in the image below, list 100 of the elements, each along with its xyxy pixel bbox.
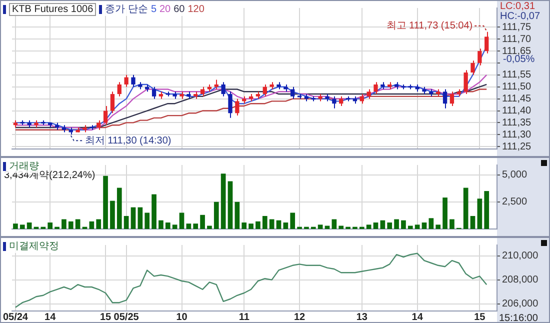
x-tick-label: 14: [412, 312, 424, 323]
bar: [220, 174, 226, 229]
bar: [422, 222, 427, 229]
legend-title: 종가 단순: [105, 3, 148, 16]
candlestick: [103, 105, 108, 126]
y-tick-label: 111,35: [502, 117, 532, 128]
bar: [228, 181, 233, 229]
bar: [103, 176, 108, 229]
bar: [193, 224, 198, 229]
candlestick: [117, 82, 122, 97]
bar: [214, 202, 219, 229]
y-tick-label: 111,50: [502, 82, 532, 93]
y-tick-label: 111,30: [502, 129, 532, 140]
y-tick-label: 111,75: [502, 22, 532, 33]
bar: [477, 198, 482, 229]
y-tick-label: 111,55: [502, 70, 532, 81]
bar: [428, 218, 434, 229]
bar: [408, 226, 413, 229]
y-tick-label: 111,45: [502, 94, 532, 105]
y-tick-label: 210,000: [502, 250, 539, 262]
bar: [179, 212, 184, 229]
x-tick-label: 11: [238, 312, 250, 323]
bar: [484, 191, 490, 229]
candlestick: [484, 31, 489, 54]
candlestick: [221, 82, 226, 97]
bar: [96, 219, 102, 229]
chart-title: KTB Futures 1006: [9, 2, 96, 16]
candlestick: [124, 74, 128, 88]
bar: [470, 216, 476, 229]
x-tick-label: 13: [356, 312, 368, 323]
y-tick-label: 5,000: [502, 170, 528, 181]
bar: [242, 222, 247, 229]
x-tick-label: 05/24: [2, 312, 28, 323]
bar: [207, 226, 212, 229]
candlestick: [360, 94, 364, 104]
candlestick: [262, 84, 267, 97]
bar: [234, 202, 240, 229]
bar: [256, 221, 260, 229]
y-tick-label: 111,40: [502, 106, 532, 117]
bar: [89, 221, 94, 229]
candlestick: [235, 98, 240, 116]
bar: [75, 219, 80, 229]
y-tick-label: 2,500: [502, 196, 528, 208]
text: 60: [174, 4, 185, 14]
candlestick: [152, 86, 156, 100]
bar: [20, 224, 25, 229]
chart-title: 거래량: [9, 160, 39, 172]
candlestick: [96, 120, 101, 130]
candlestick: [290, 86, 295, 100]
bar: [158, 220, 164, 229]
bar: [463, 188, 468, 229]
bar: [283, 222, 288, 229]
bar: [332, 219, 337, 229]
candlestick: [464, 70, 468, 95]
candlestick: [450, 91, 454, 106]
candlestick: [332, 96, 336, 109]
bar: [48, 222, 53, 229]
bar: [290, 212, 296, 229]
candlestick: [200, 86, 205, 97]
candlestick: [228, 91, 232, 118]
bar: [110, 200, 115, 229]
bar: [26, 222, 32, 229]
bar: [138, 207, 143, 229]
bar: [373, 222, 378, 229]
candlestick: [339, 96, 344, 106]
candlestick: [214, 79, 218, 90]
bar: [380, 220, 386, 229]
x-tick-label: 15: [474, 312, 486, 323]
bar: [450, 219, 454, 229]
x-tick-label: 05/25: [114, 312, 140, 323]
bar: [324, 226, 330, 229]
bar: [13, 224, 18, 229]
bar: [144, 212, 150, 229]
bar: [130, 207, 136, 229]
bar: [338, 226, 344, 229]
text: LC:0,31: [500, 0, 536, 12]
bar: [186, 224, 192, 229]
bar: [124, 216, 129, 229]
bar: [172, 224, 178, 229]
candlestick: [470, 60, 475, 76]
y-tick-label: 111,25: [502, 141, 532, 152]
annotation: 최고 111,73 (15:04): [386, 20, 473, 32]
y-tick-label: 206,000: [502, 298, 539, 310]
x-tick-label: 12: [294, 312, 306, 323]
bar: [152, 194, 156, 229]
x-tick-label: 10: [176, 312, 188, 323]
text: 120: [188, 4, 204, 14]
y-tick-label: 111,70: [502, 34, 532, 45]
x-tick-label: 15: [100, 312, 112, 323]
bar: [262, 216, 268, 229]
bar: [62, 219, 66, 229]
text: HC:-0,07: [500, 10, 540, 22]
x-axis-title: 15:16:00: [499, 312, 538, 323]
text: 5: [150, 4, 156, 14]
x-tick-label: 14: [44, 312, 56, 323]
bar: [276, 220, 282, 229]
candlestick: [374, 82, 378, 95]
candlestick: [366, 88, 371, 100]
annotation: 3,434계약(212,24%): [4, 170, 96, 181]
bar: [414, 224, 420, 229]
